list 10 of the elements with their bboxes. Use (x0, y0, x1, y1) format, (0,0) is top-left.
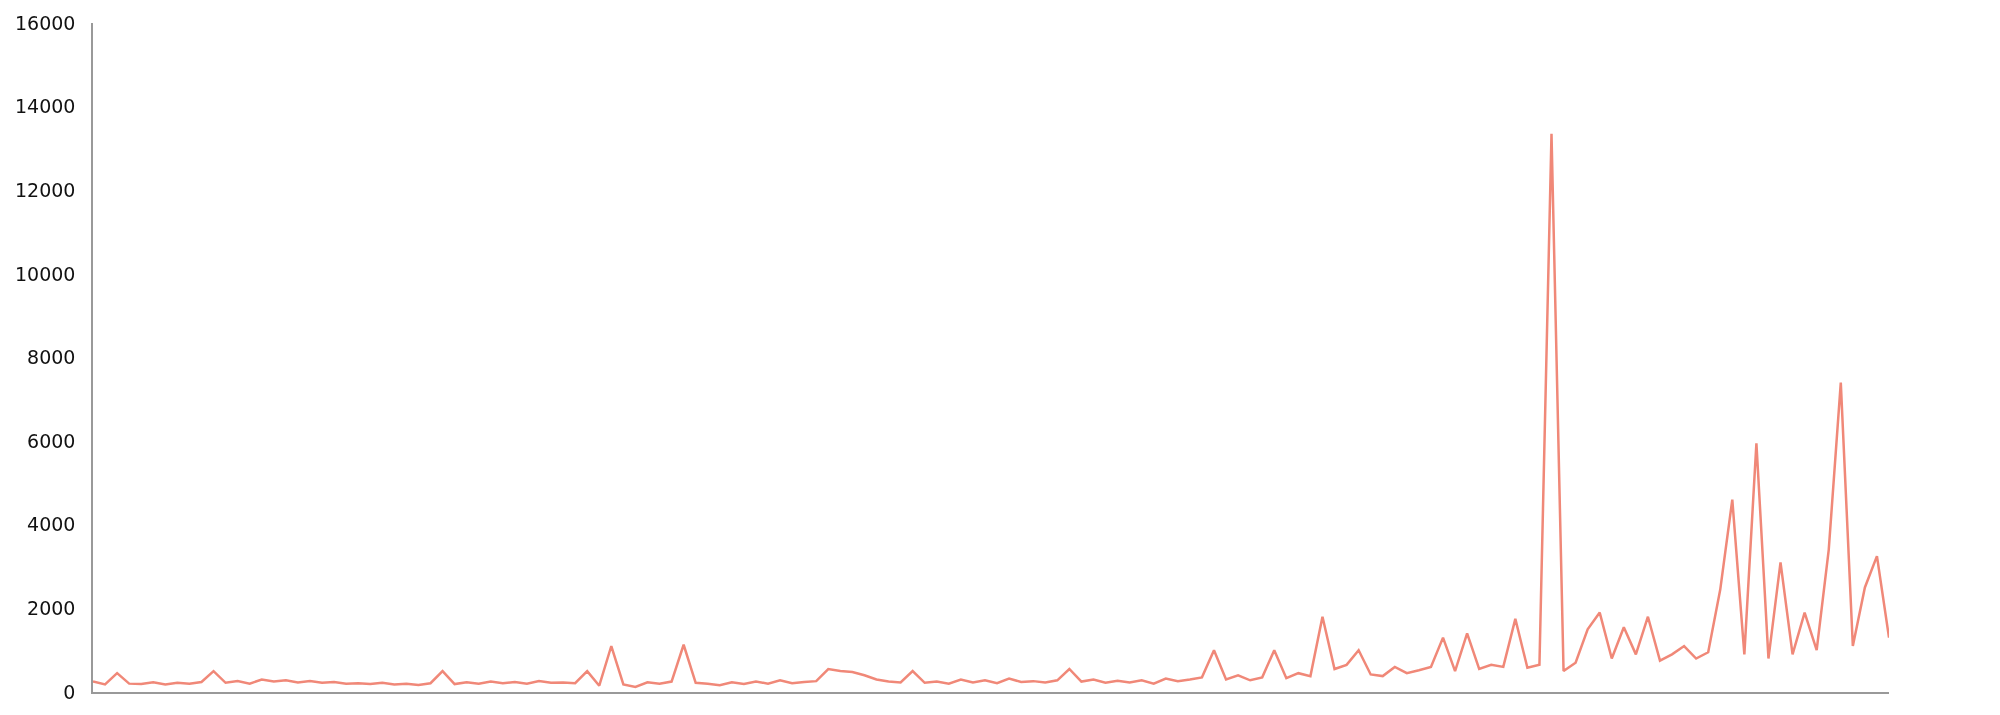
y-tick-label: 12000 (15, 178, 76, 201)
y-tick-label: 14000 (15, 95, 76, 118)
y-tick-label: 16000 (15, 11, 76, 34)
y-tick-label: 4000 (27, 513, 76, 536)
y-tick-label: 6000 (27, 429, 76, 452)
y-tick-label: 8000 (27, 346, 76, 369)
y-tick-label: 10000 (15, 262, 76, 285)
line-series (93, 132, 1889, 689)
y-tick-label: 0 (63, 680, 76, 703)
y-tick-label: 2000 (27, 597, 76, 620)
